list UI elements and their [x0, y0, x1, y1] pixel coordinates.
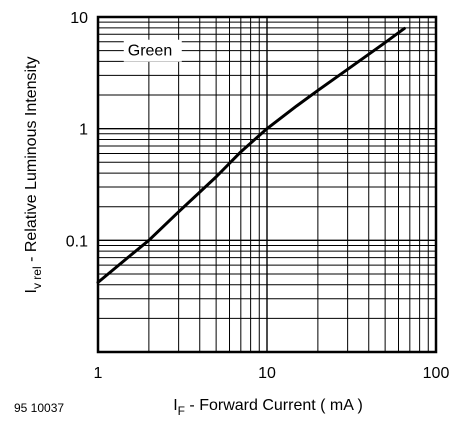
x-axis-label: IF - Forward Current ( mA ): [173, 397, 363, 418]
y-tick-label: 1: [79, 122, 88, 139]
annotation-layer: Green: [123, 39, 182, 62]
x-axis-label-rest: - Forward Current ( mA ): [185, 397, 363, 414]
y-axis-label-rest: - Relative Luminous Intensity: [23, 57, 40, 267]
tick-label-layer: 1 10 100 0.1 1 10: [66, 10, 450, 382]
grid-layer: [98, 17, 436, 352]
x-axis-label-subscript: F: [178, 404, 185, 418]
y-tick-label: 0.1: [66, 233, 88, 250]
y-axis-label-subscript: v rel: [30, 266, 44, 289]
plot-frame: [96, 15, 438, 354]
y-axis-label-main: I: [23, 289, 40, 293]
frame-layer: [96, 15, 438, 354]
y-tick-label: 10: [70, 10, 88, 27]
x-axis-label-main: I: [173, 397, 177, 414]
x-tick-label: 100: [423, 365, 450, 382]
figure-number: 95 10037: [14, 401, 64, 415]
y-axis-label: Iv rel - Relative Luminous Intensity: [23, 57, 44, 294]
series-line: [96, 26, 406, 284]
annotation-background: [123, 39, 182, 62]
x-tick-label: 10: [258, 365, 276, 382]
x-tick-label: 1: [94, 365, 103, 382]
series-layer: [96, 26, 406, 284]
annotation-label: Green: [128, 43, 172, 60]
